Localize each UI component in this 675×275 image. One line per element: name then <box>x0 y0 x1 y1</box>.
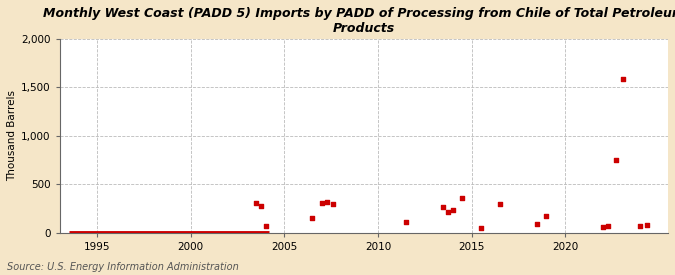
Point <box>457 196 468 200</box>
Point <box>256 204 267 208</box>
Point <box>251 200 262 205</box>
Point <box>618 76 628 81</box>
Point <box>532 222 543 226</box>
Y-axis label: Thousand Barrels: Thousand Barrels <box>7 90 17 181</box>
Point <box>443 210 454 214</box>
Point <box>610 158 621 162</box>
Point <box>634 224 645 229</box>
Point <box>322 200 333 204</box>
Point <box>494 202 505 206</box>
Point <box>448 208 458 213</box>
Point <box>327 202 338 206</box>
Text: Source: U.S. Energy Information Administration: Source: U.S. Energy Information Administ… <box>7 262 238 272</box>
Point <box>317 201 327 206</box>
Point <box>261 224 271 229</box>
Point <box>541 213 551 218</box>
Point <box>642 222 653 227</box>
Point <box>597 224 608 229</box>
Point <box>475 226 486 230</box>
Point <box>603 224 614 228</box>
Point <box>401 220 412 224</box>
Point <box>307 215 318 220</box>
Point <box>438 205 449 209</box>
Title: Monthly West Coast (PADD 5) Imports by PADD of Processing from Chile of Total Pe: Monthly West Coast (PADD 5) Imports by P… <box>43 7 675 35</box>
